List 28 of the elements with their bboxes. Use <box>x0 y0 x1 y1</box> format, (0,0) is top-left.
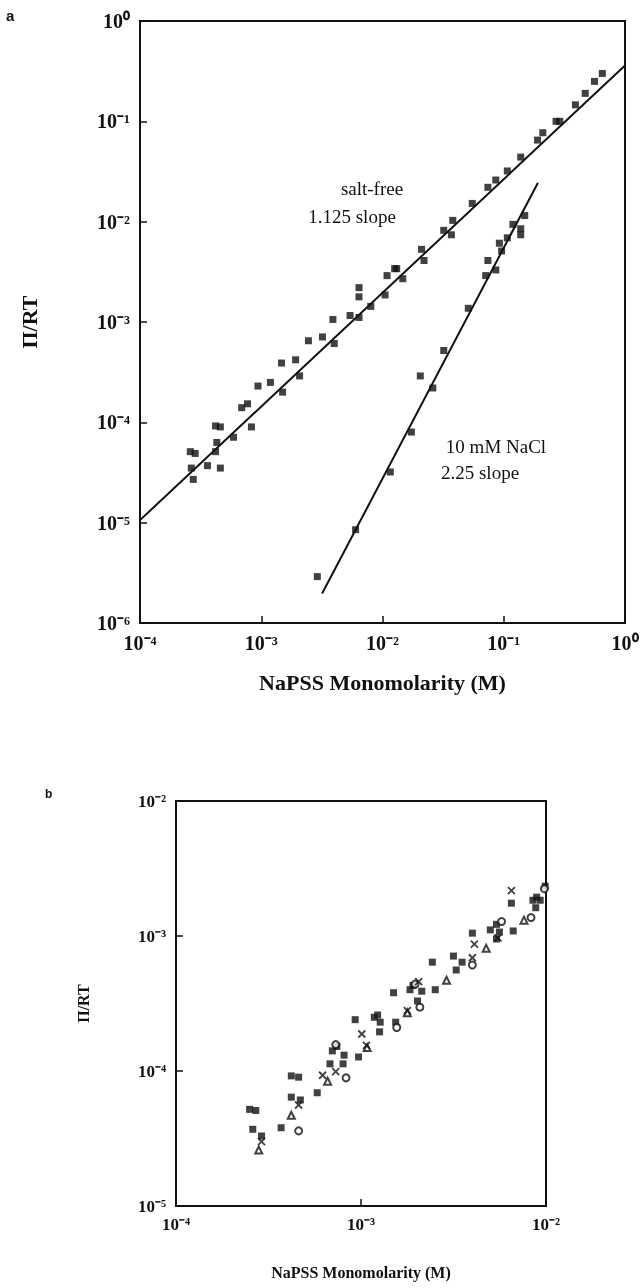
annotation: 2.25 slope <box>440 461 520 483</box>
y-tick-label: 10⁰ <box>103 10 130 32</box>
annotation: salt-free <box>340 177 404 199</box>
x-tick-label: 10⁰ <box>611 632 639 654</box>
y-axis-title: Π/RT <box>16 295 42 349</box>
x-tick-label: 10⁻² <box>366 632 399 654</box>
y-axis-title: Π/RT <box>74 983 92 1023</box>
y-tick-label: 10⁻² <box>97 210 130 233</box>
y-tick-label: 10⁻² <box>137 791 166 811</box>
y-tick-label: 10⁻⁴ <box>137 1061 166 1081</box>
x-axis-title: NaPSS Monomolarity (M) <box>271 1263 451 1282</box>
y-tick-label: 10⁻⁵ <box>97 511 130 534</box>
y-tick-label: 10⁻¹ <box>97 110 130 133</box>
y-tick-label: 10⁻⁵ <box>137 1196 166 1216</box>
text: a <box>6 7 15 24</box>
annotation: 1.125 slope <box>308 205 396 227</box>
x-tick-label: 10⁻² <box>531 1215 561 1234</box>
y-tick-label: 10⁻³ <box>97 311 130 333</box>
x-tick-label: 10⁻⁴ <box>161 1215 191 1234</box>
y-tick-label: 10⁻⁶ <box>97 612 130 634</box>
y-tick-label: 10⁻³ <box>137 926 166 946</box>
x-tick-label: 10⁻³ <box>346 1215 376 1234</box>
text: b <box>45 787 53 801</box>
x-tick-label: 10⁻¹ <box>487 632 521 654</box>
annotation: 10 mM NaCl <box>445 435 547 457</box>
y-tick-label: 10⁻⁴ <box>97 411 130 434</box>
x-axis-title: NaPSS Monomolarity (M) <box>259 669 506 695</box>
x-tick-label: 10⁻³ <box>244 632 278 654</box>
